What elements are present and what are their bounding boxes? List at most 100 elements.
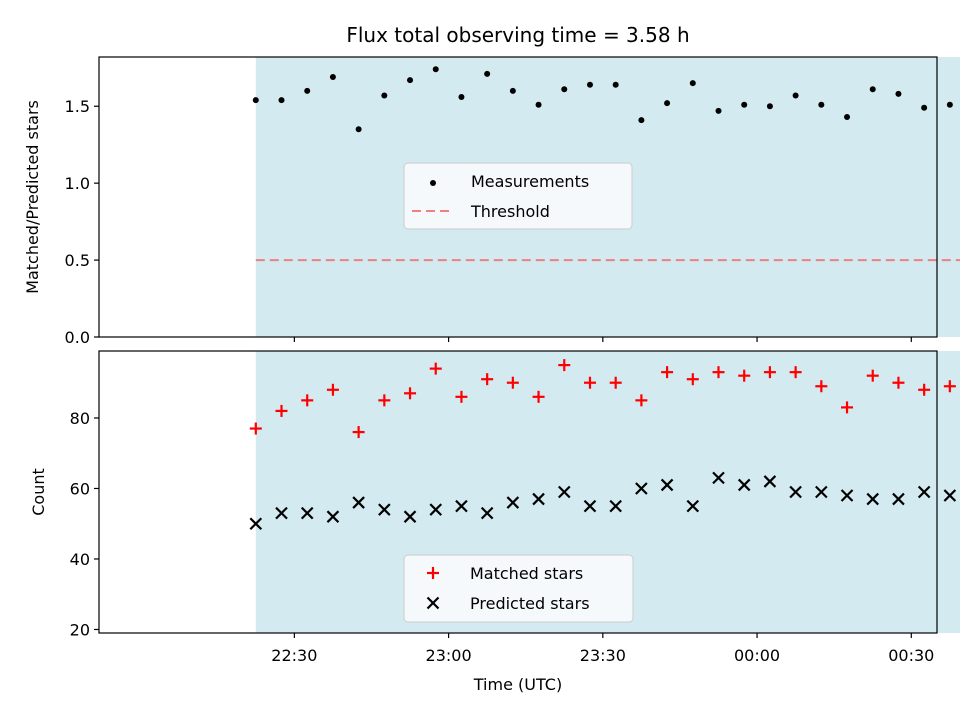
legend-threshold-label: Threshold [470,202,550,221]
cross-stroke [403,510,417,523]
predicted-point [300,506,314,520]
cross-stroke [249,517,263,531]
measurement-point [715,107,722,114]
matched-point [763,366,776,379]
cross-stroke [326,510,340,523]
cross-stroke [532,492,545,506]
bottom-y-tick-label: 40 [70,550,90,569]
matched-point [429,362,442,375]
measurement-point [612,81,619,88]
cross-stroke [737,478,751,492]
bottom-y-tick-label: 80 [70,409,90,428]
matched-point [249,422,262,435]
top-x-ticks [293,337,912,342]
measurement-point [741,101,748,108]
x-tick-label: 00:30 [888,646,934,665]
bottom-y-tick-label: 60 [70,479,90,498]
x-tick-label: 22:30 [271,646,317,665]
measurement-point [458,94,465,100]
matched-point [326,383,339,396]
x-axis-label: Time (UTC) [473,675,562,694]
matched-point [789,366,802,379]
cross-stroke [352,496,365,509]
top-y-tick-label: 0.5 [65,251,90,270]
cross-stroke [378,503,391,516]
cross-stroke [866,492,880,506]
matched-point [404,387,417,400]
measurement-point [946,101,953,108]
x-tick-label: 23:00 [426,646,472,665]
top-data-points [252,66,953,133]
cross-stroke [789,485,802,499]
predicted-point [532,492,545,506]
measurement-point [664,100,671,107]
predicted-point [429,503,443,516]
measurement-point [484,70,491,77]
top-y-tick-label: 1.5 [65,97,90,116]
predicted-point [917,485,931,499]
cross-stroke [635,482,648,495]
measurement-point [509,87,516,94]
matched-point [506,376,519,389]
measurement-point [766,103,773,110]
matched-point [738,369,751,382]
measurement-point [355,126,362,133]
measurement-point [869,86,876,93]
predicted-point [480,506,494,520]
matched-point [918,383,931,396]
predicted-point [840,489,854,502]
cross-stroke [275,506,288,520]
matched-point [686,373,699,386]
predicted-point [609,499,622,513]
bottom-y-ticks: 20 40 60 80 [70,409,99,639]
matched-point [841,401,854,414]
predicted-point [403,510,417,523]
cross-stroke [557,485,571,499]
chart-title: Flux total observing time = 3.58 h [346,23,689,47]
legend-plus-glyph [427,567,439,579]
legend-predicted-label: Predicted stars [470,594,590,613]
cross-stroke [429,503,443,516]
matched-point [455,390,468,403]
matched-point [712,366,725,379]
legend-predicted-marker [426,596,440,610]
predicted-point [866,492,880,506]
cross-stroke [609,499,622,513]
cross-stroke [426,596,440,610]
measurement-point [304,87,311,94]
measurement-point [278,97,285,104]
matched-point [301,394,314,407]
top-legend: Measurements Threshold [403,162,633,230]
matched-point [481,373,494,386]
cross-stroke [455,499,468,513]
cross-stroke [686,499,700,513]
predicted-point [352,496,365,509]
predicted-point [789,485,802,499]
top-y-ticks: 0.0 0.5 1.0 1.5 [65,97,99,347]
measurement-point [689,80,696,87]
bottom-axes-frame [98,350,938,634]
top-y-axis-label: Matched/Predicted stars [23,100,42,294]
matched-point [609,376,622,389]
measurement-point [586,81,593,88]
legend-measurement-marker [430,180,436,186]
matched-point [583,376,596,389]
bottom-y-axis-label: Count [29,468,48,516]
cross-stroke [917,485,931,499]
predicted-point [249,517,263,531]
legend-x-glyph [426,596,440,610]
matched-point [378,394,391,407]
measurement-point [252,97,259,104]
cross-stroke [506,496,520,509]
cross-stroke [815,485,828,499]
bottom-y-tick-label: 20 [70,620,90,639]
predicted-point [506,496,520,509]
x-tick-label: 00:00 [734,646,780,665]
measurement-point [818,101,825,108]
cross-stroke [943,489,957,502]
matched-point [275,404,288,417]
cross-stroke [480,506,494,520]
bottom-legend: Matched stars Predicted stars [403,554,634,623]
cross-stroke [583,499,597,513]
measurement-point [535,101,542,108]
